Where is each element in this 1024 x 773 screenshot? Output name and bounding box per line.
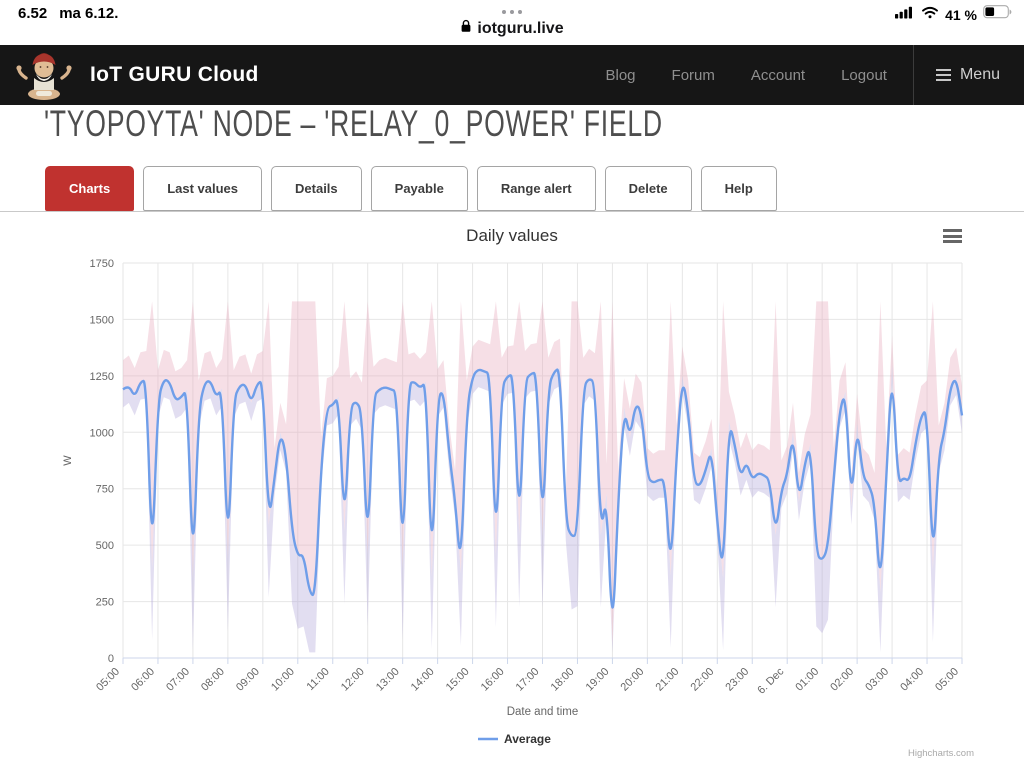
x-axis-label: 22:00 bbox=[688, 666, 716, 694]
x-axis-label: 02:00 bbox=[828, 666, 856, 694]
tab-last-values[interactable]: Last values bbox=[143, 166, 263, 211]
menu-button[interactable]: Menu bbox=[912, 45, 1024, 105]
menu-label: Menu bbox=[959, 66, 1000, 83]
x-axis-label: 09:00 bbox=[234, 666, 262, 694]
nav-item-forum[interactable]: Forum bbox=[671, 66, 715, 84]
x-axis-label: 07:00 bbox=[164, 666, 192, 694]
tab-delete[interactable]: Delete bbox=[604, 166, 692, 211]
x-axis-label: 23:00 bbox=[723, 666, 751, 694]
status-date: ma 6.12. bbox=[59, 5, 119, 22]
series-average-line bbox=[122, 368, 964, 609]
address-bar[interactable]: iotguru.live bbox=[0, 19, 1024, 38]
x-axis-label: 21:00 bbox=[654, 666, 682, 694]
x-axis-title: Date and time bbox=[507, 706, 579, 718]
top-navigation: Blog Forum Account Logout bbox=[606, 67, 887, 84]
x-axis-label: 19:00 bbox=[584, 666, 612, 694]
y-axis-label: 750 bbox=[96, 484, 114, 496]
x-axis-label: 13:00 bbox=[374, 666, 402, 694]
range-band-lower bbox=[123, 364, 962, 653]
clock: 6.52 bbox=[18, 5, 48, 22]
y-axis-label: 1250 bbox=[90, 371, 114, 383]
x-axis-label: 11:00 bbox=[304, 666, 331, 693]
x-axis-label: 10:00 bbox=[269, 666, 297, 694]
x-axis-label: 01:00 bbox=[793, 666, 821, 694]
x-axis-label: 04:00 bbox=[898, 666, 926, 694]
x-axis-label: 08:00 bbox=[199, 666, 227, 694]
tab-payable[interactable]: Payable bbox=[370, 166, 468, 211]
x-axis-label: 06:00 bbox=[129, 666, 157, 694]
tab-bar-divider bbox=[0, 211, 1024, 212]
x-axis-label: 20:00 bbox=[619, 666, 647, 694]
app-header: IoT GURU Cloud Blog Forum Account Logout Me… bbox=[0, 45, 1024, 105]
y-axis-label: 1750 bbox=[90, 258, 114, 270]
x-axis-label: 03:00 bbox=[863, 666, 891, 694]
y-axis-label: 1000 bbox=[90, 427, 114, 439]
lock-icon bbox=[460, 19, 472, 38]
y-axis-label: 250 bbox=[96, 597, 114, 609]
battery-percent: 41 % bbox=[945, 6, 977, 23]
tab-range-alert[interactable]: Range alert bbox=[476, 166, 596, 211]
x-axis-label: 17:00 bbox=[514, 666, 542, 694]
status-bar: 6.52 ma 6.12. iotguru.live 41 % bbox=[0, 0, 1024, 45]
brand-title[interactable]: IoT GURU Cloud bbox=[90, 63, 259, 86]
chart-title: Daily values bbox=[466, 226, 558, 245]
x-axis-label: 16:00 bbox=[479, 666, 507, 694]
tab-details[interactable]: Details bbox=[271, 166, 362, 211]
wifi-icon bbox=[921, 6, 939, 24]
x-axis-label: 14:00 bbox=[409, 666, 437, 694]
x-axis-label: 18:00 bbox=[549, 666, 577, 694]
x-axis-label: 12:00 bbox=[339, 666, 367, 694]
x-axis-label: 6. Dec bbox=[755, 665, 786, 696]
y-axis-label: 0 bbox=[108, 653, 114, 665]
tab-help[interactable]: Help bbox=[700, 166, 777, 211]
url-text: iotguru.live bbox=[477, 19, 564, 37]
menu-icon bbox=[935, 69, 951, 81]
nav-item-account[interactable]: Account bbox=[750, 66, 806, 84]
nav-item-blog[interactable]: Blog bbox=[605, 66, 636, 84]
cellular-signal-icon bbox=[895, 6, 915, 24]
tab-switcher-dots-icon[interactable] bbox=[0, 10, 1024, 14]
nav-item-logout[interactable]: Logout bbox=[841, 66, 887, 84]
y-axis-label: 500 bbox=[96, 540, 114, 552]
tab-bar: Charts Last values Details Payable Range ale… bbox=[45, 166, 777, 211]
y-axis-label: 1500 bbox=[90, 314, 114, 326]
x-axis-label: 05:00 bbox=[94, 666, 122, 694]
iot-guru-logo[interactable] bbox=[12, 48, 76, 102]
x-axis-label: 05:00 bbox=[933, 666, 961, 694]
y-axis-title: W bbox=[62, 455, 74, 466]
highcharts-credit[interactable]: Highcharts.com bbox=[908, 748, 974, 759]
tab-charts[interactable]: Charts bbox=[45, 166, 135, 211]
x-axis-label: 15:00 bbox=[444, 666, 472, 694]
legend-item-average[interactable]: Average bbox=[504, 732, 551, 746]
daily-values-chart: 0 250 500 750 1000 1250 1500 1750 W 05:00 06:00 07:… bbox=[0, 222, 1024, 768]
range-band-upper bbox=[123, 301, 962, 645]
page-title: 'TYOPOYTA' NODE – 'RELAY_0_POWER' FIELD bbox=[44, 103, 663, 144]
battery-icon bbox=[983, 5, 1012, 24]
chart-context-menu-button[interactable] bbox=[943, 229, 962, 243]
